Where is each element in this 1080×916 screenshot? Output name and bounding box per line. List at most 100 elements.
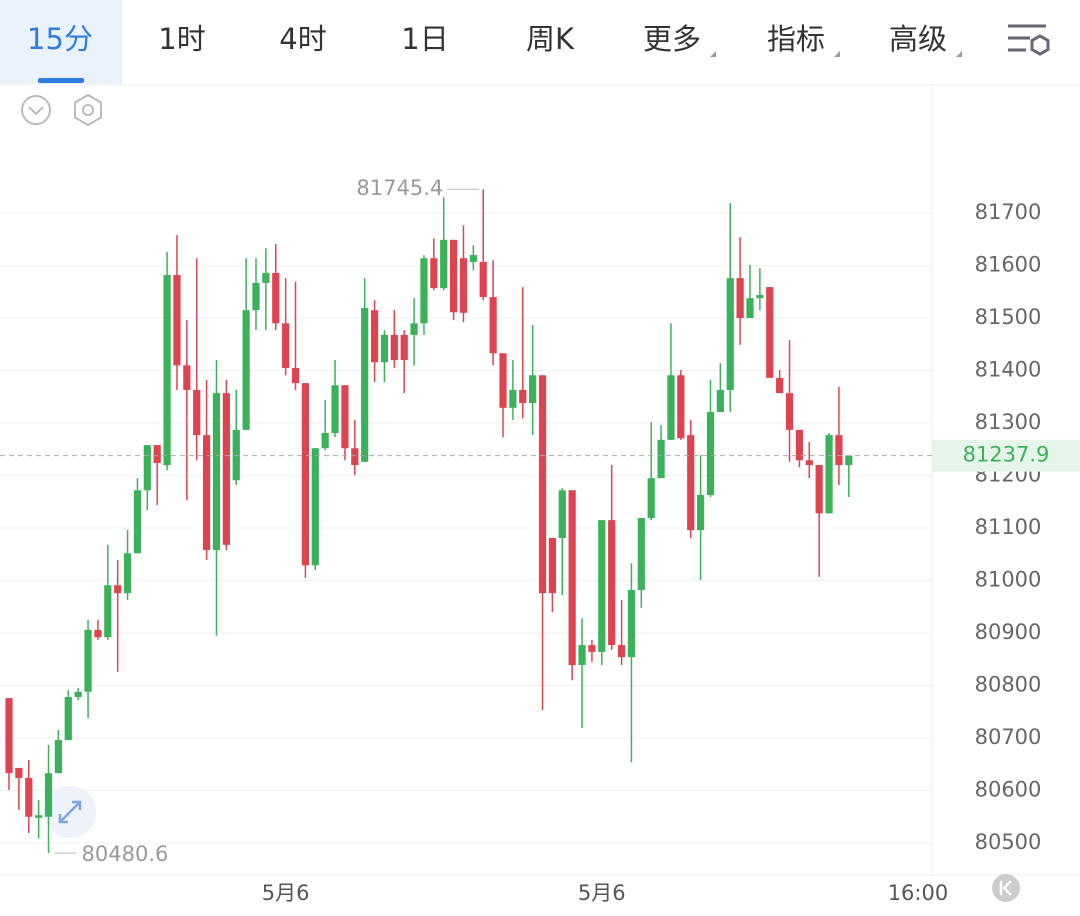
candle-body <box>262 272 270 283</box>
candle-body <box>647 478 655 519</box>
tab[interactable]: 1日 <box>401 22 448 56</box>
back-to-latest-icon[interactable] <box>992 874 1020 902</box>
collapse-icon[interactable] <box>21 95 51 125</box>
candle-body <box>657 439 665 479</box>
y-tick-label: 80800 <box>975 673 1042 697</box>
expand-icon[interactable] <box>44 786 96 838</box>
candle-body <box>64 697 72 741</box>
tab[interactable]: 4时 <box>279 22 326 56</box>
tab[interactable]: 周K <box>526 22 575 56</box>
active-tab-bg <box>0 0 122 84</box>
candle-body <box>509 389 517 408</box>
candle-body <box>588 645 596 652</box>
hex-settings-icon[interactable] <box>74 93 102 127</box>
candle-body <box>736 278 744 319</box>
candle-body <box>15 767 23 778</box>
candle-body <box>617 645 626 658</box>
candle-body <box>529 375 537 404</box>
y-tick-label: 81400 <box>975 358 1042 382</box>
y-tick-label: 81600 <box>975 253 1042 277</box>
candle-body <box>598 520 606 652</box>
candle-body <box>370 310 379 363</box>
candle-body <box>104 585 112 638</box>
candle-body <box>44 773 53 817</box>
candle-body <box>697 494 705 531</box>
candle-body <box>282 323 290 368</box>
last-price-box <box>932 439 1080 472</box>
candle-body <box>232 429 240 481</box>
candle-body <box>94 629 102 638</box>
candle-body <box>430 258 438 289</box>
candle-body <box>548 538 556 594</box>
candle-body <box>123 553 132 594</box>
candle-body <box>489 297 497 354</box>
y-tick-label: 81100 <box>975 515 1042 539</box>
candle-body <box>795 429 803 461</box>
candle-body <box>173 275 181 366</box>
candle-body <box>805 460 813 466</box>
candle-body <box>341 385 349 449</box>
candle-body <box>5 698 13 774</box>
candle-body <box>746 298 754 319</box>
candle-body <box>469 255 477 262</box>
x-tick-label: 16:00 <box>888 881 949 905</box>
candle-body <box>25 777 33 817</box>
candle-body <box>766 287 774 378</box>
dropdown-triangle <box>834 51 840 57</box>
y-tick-label: 81000 <box>975 568 1042 592</box>
candle-body <box>756 294 764 299</box>
candle-body <box>578 645 586 666</box>
candle-body <box>203 435 211 551</box>
candle-body <box>242 310 250 430</box>
candle-body <box>726 278 734 390</box>
tab[interactable]: 高级 <box>889 22 947 56</box>
candle-body <box>351 448 359 466</box>
candle-body <box>143 445 151 491</box>
candle-body <box>568 490 576 666</box>
candle-body <box>776 377 784 394</box>
candle-body <box>311 448 319 566</box>
min-label: 80480.6 <box>82 842 169 866</box>
candle-body <box>627 589 636 658</box>
candle-body <box>479 261 487 298</box>
active-tab-underline <box>38 78 84 83</box>
candle-body <box>420 258 428 324</box>
candle-body <box>35 815 43 818</box>
candle-body <box>301 383 309 566</box>
settings-icon[interactable] <box>1008 24 1050 56</box>
tab[interactable]: 更多 <box>643 22 701 56</box>
candle-body <box>153 445 161 463</box>
candle-body <box>361 308 369 462</box>
candle-body <box>390 334 398 361</box>
candle-body <box>459 258 468 313</box>
candle-body <box>410 323 418 335</box>
candle-body <box>183 365 191 390</box>
tab[interactable]: 指标 <box>767 22 825 56</box>
candle-body <box>272 272 280 324</box>
candle-body <box>133 490 142 554</box>
candle-body <box>252 282 260 311</box>
x-tick-label: 5月6 <box>578 881 626 905</box>
candle-body <box>845 455 853 466</box>
candle-body <box>291 367 300 384</box>
tab[interactable]: 1时 <box>158 22 205 56</box>
candle-body <box>54 740 62 774</box>
tab[interactable]: 15分 <box>27 22 93 56</box>
candle-body <box>667 375 675 440</box>
y-tick-label: 80700 <box>975 725 1042 749</box>
candle-body <box>321 433 329 449</box>
x-tick-label: 5月6 <box>262 881 310 905</box>
candle-body <box>687 435 695 531</box>
candle-body <box>84 629 92 692</box>
candle-body <box>835 435 843 466</box>
candle-body <box>331 385 339 434</box>
candle-body <box>608 520 616 646</box>
candle-body <box>785 393 794 430</box>
candle-body <box>380 334 389 363</box>
candle-body <box>706 412 715 495</box>
candle-body <box>163 275 171 466</box>
dropdown-triangle <box>956 51 962 57</box>
dropdown-triangle <box>710 51 716 57</box>
y-tick-label: 80900 <box>975 620 1042 644</box>
